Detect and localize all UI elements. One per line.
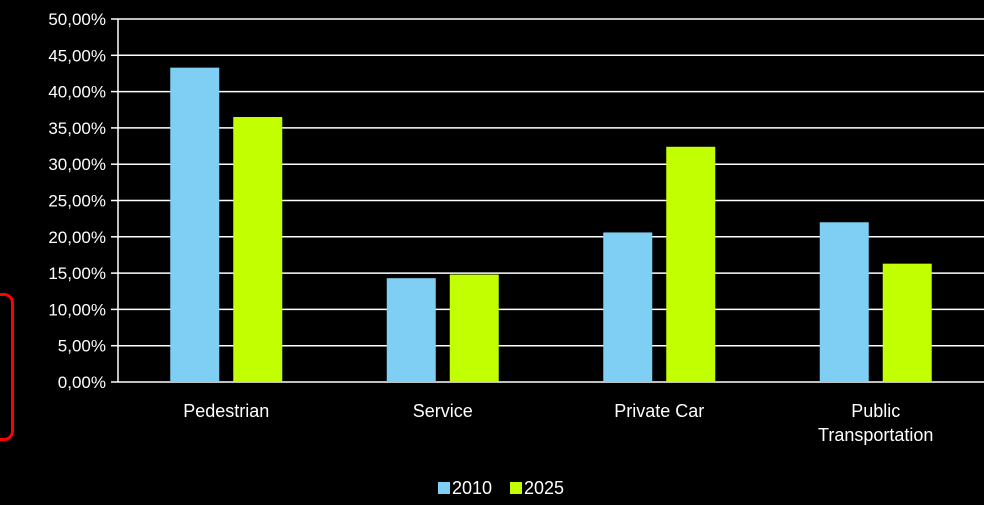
y-axis-tick-labels: 0,00% 5,00% 10,00% 15,00% 20,00% 25,00% 30,00%… [48,10,106,392]
bar-2025 [666,146,716,382]
legend-label-2010: 2010 [452,478,492,498]
category-label: Public [851,401,900,421]
y-tick-label: 35,00% [48,119,106,138]
x-axis-category-labels: Pedestrian Service Private Car Public Transp… [183,401,933,445]
y-tick-label: 30,00% [48,155,106,174]
category-label: Service [413,401,473,421]
bar-2025 [233,117,283,382]
y-tick-label: 25,00% [48,192,106,211]
bar-2010 [386,278,436,382]
legend: 2010 2025 [438,478,564,498]
bar-2025 [882,263,932,382]
y-tick-label: 15,00% [48,264,106,283]
category-label: Transportation [818,425,933,445]
bar-2025 [449,274,499,382]
y-tick-label: 50,00% [48,10,106,29]
y-tick-label: 0,00% [58,373,106,392]
legend-label-2025: 2025 [524,478,564,498]
y-tick-label: 45,00% [48,46,106,65]
bars [170,67,932,382]
bar-2010 [603,232,653,382]
bar-2010 [170,67,220,382]
legend-swatch-2010 [438,482,450,494]
bar-2010 [819,222,869,382]
y-tick-label: 20,00% [48,228,106,247]
y-tick-label: 40,00% [48,83,106,102]
y-tick-label: 10,00% [48,300,106,319]
category-label: Pedestrian [183,401,269,421]
y-tick-label: 5,00% [58,337,106,356]
legend-swatch-2025 [510,482,522,494]
red-highlight-frame [0,293,14,441]
category-label: Private Car [614,401,704,421]
